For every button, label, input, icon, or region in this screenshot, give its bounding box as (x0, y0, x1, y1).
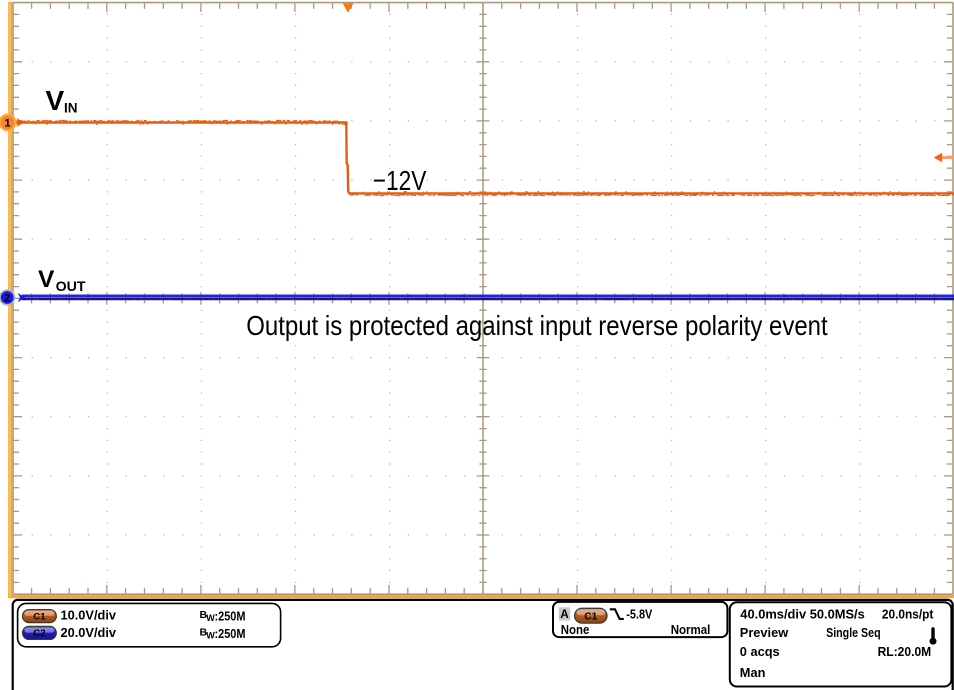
svg-text:Single Seq: Single Seq (826, 625, 881, 640)
svg-text:W: W (206, 631, 215, 641)
svg-text:2: 2 (4, 292, 10, 304)
svg-text:None: None (561, 622, 590, 637)
svg-text:IN: IN (64, 101, 78, 116)
svg-text:C2: C2 (33, 628, 45, 639)
svg-text:-5.8V: -5.8V (626, 607, 652, 622)
svg-text:B: B (200, 609, 208, 621)
svg-text:20.0ns/pt: 20.0ns/pt (882, 606, 934, 621)
svg-text:C1: C1 (584, 612, 597, 623)
svg-text:Output is protected against in: Output is protected against input revers… (246, 310, 828, 341)
svg-text:40.0ms/div 50.0MS/s: 40.0ms/div 50.0MS/s (740, 606, 865, 621)
svg-text:B: B (200, 626, 208, 638)
svg-text:W: W (206, 613, 215, 623)
svg-text:RL:20.0M: RL:20.0M (878, 644, 932, 659)
svg-text:0 acqs: 0 acqs (740, 644, 780, 659)
svg-text:A: A (560, 607, 569, 621)
svg-text:10.0V/div: 10.0V/div (61, 608, 117, 623)
svg-text:C1: C1 (33, 611, 46, 622)
svg-text:OUT: OUT (56, 279, 87, 294)
svg-text:Normal: Normal (671, 622, 711, 637)
svg-text::250M: :250M (215, 626, 246, 641)
svg-text::250M: :250M (215, 609, 246, 624)
svg-text:Preview: Preview (740, 625, 788, 640)
svg-text:20.0V/div: 20.0V/div (61, 625, 117, 640)
svg-text:V: V (38, 266, 55, 293)
svg-text:1: 1 (5, 117, 11, 129)
svg-text:Man: Man (740, 665, 766, 680)
svg-text:−12V: −12V (373, 165, 427, 196)
svg-text:V: V (46, 85, 65, 116)
